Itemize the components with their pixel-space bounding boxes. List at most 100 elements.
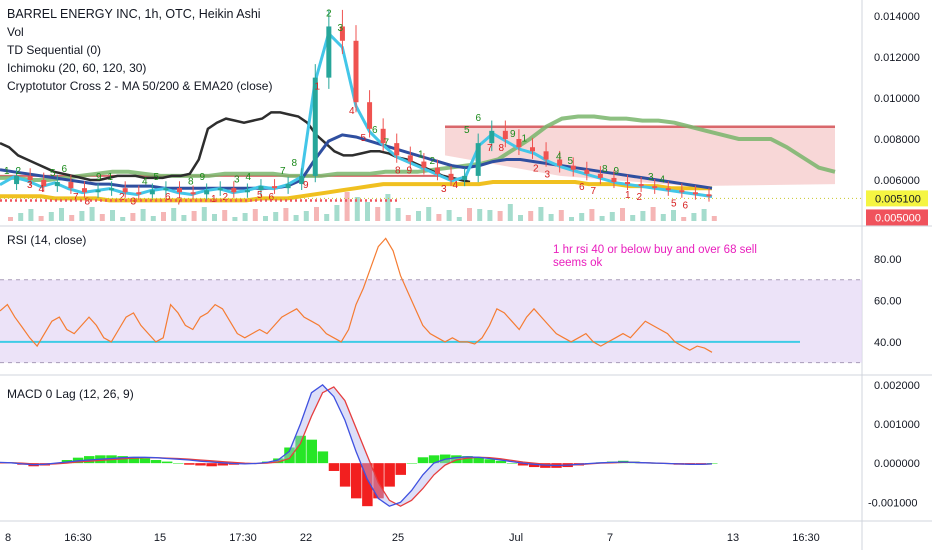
rsi-annotation-line-1: 1 hr rsi 40 or below buy and over 68 sel… [553,244,757,256]
td-sell-count: 1 [625,190,631,201]
macd-hist-positive [484,459,495,464]
td-sell-count: 4 [349,106,355,117]
td-buy-count: 1 [522,133,528,144]
td-buy-count: 7 [280,166,286,177]
time-axis-tick: 13 [727,532,739,544]
td-buy-count: 6 [372,125,378,136]
macd-hist-positive [462,456,473,464]
candle-body [448,173,454,180]
candle-body [149,190,155,195]
macd-hist-positive [117,456,128,464]
macd-hist-positive [317,451,329,464]
td-buy-count: 4 [556,152,562,163]
macd-hist-negative [328,463,340,471]
ichimoku-lagging-line [0,114,836,182]
td-sell-count: 2 [223,192,229,203]
volume-bar [497,211,503,221]
td-sell-count: 3 [27,180,33,191]
volume-bar [201,207,207,221]
td-sell-count: 5 [257,190,263,201]
candle-body [204,190,210,195]
candle-body [543,151,549,160]
level-label: 0.005000 [875,212,921,224]
macd-hist-negative [184,463,195,465]
td-sell-count: 6 [683,200,689,211]
candle-body [326,26,332,78]
macd-hist-positive [284,447,295,464]
candle-body [54,182,60,187]
macd-hist-positive [273,458,284,464]
candle-body [367,102,373,129]
volume-bar [548,214,554,221]
td-buy-count: 2 [430,156,436,167]
candle-body [557,159,563,166]
macd-hist-negative [373,463,384,499]
candle-body [475,143,481,176]
volume-bar [283,208,289,221]
candle-body [570,165,576,170]
td-sell-count: 6 [579,182,585,193]
volume-bar [436,214,442,221]
candle-body [177,188,182,193]
volume-bar [171,208,177,221]
indicator-legend-ichimoku[interactable]: Ichimoku (20, 60, 120, 30) [7,61,147,75]
macd-hist-negative [195,463,206,466]
candle-body [394,143,400,156]
candle-body [299,175,305,185]
volume-bar [181,215,187,221]
volume-bar [69,215,75,221]
macd-hist-positive [139,458,151,464]
macd-hist-positive [150,460,162,464]
macd-legend[interactable]: MACD 0 Lag (12, 26, 9) [7,387,134,401]
td-sell-count: 6 [165,192,171,203]
td-sell-count: 6 [269,192,275,203]
volume-bar [263,216,268,221]
td-buy-count: 2 [326,8,332,19]
td-buy-count: 5 [50,168,56,179]
td-buy-count: 8 [188,176,194,187]
td-sell-count: 4 [453,180,459,191]
macd-hist-positive [173,463,184,464]
volume-bar [558,210,564,221]
volume-bar [660,214,666,221]
macd-hist-negative [517,463,529,466]
macd-hist-positive [161,461,173,464]
td-buy-count: 4 [660,174,666,185]
candle-body [285,184,291,189]
macd-line [0,384,713,507]
rsi-axis-tick: 40.00 [874,337,902,349]
ma50-line [0,133,713,190]
volume-bar [18,213,24,221]
macd-hist-positive [506,463,518,464]
candle-body [27,175,33,180]
volume-bar [467,208,472,221]
candle-body [706,194,712,197]
volume-bar [507,204,513,221]
candle-body [122,188,128,193]
time-axis-tick: 25 [392,532,404,544]
candle-body [380,128,386,144]
rsi-legend[interactable]: RSI (14, close) [7,233,87,247]
price-axis-tick: 0.006000 [874,175,920,187]
volume-bar [38,216,44,221]
volume-bar [354,197,360,221]
volume-bar [110,210,115,221]
td-buy-count: 9 [96,172,102,183]
td-sell-count: 7 [487,143,493,154]
indicator-legend-ma-cross[interactable]: Cryptotutor Cross 2 - MA 50/200 & EMA20 … [7,79,273,93]
candle-body [434,167,440,174]
volume-bar [620,208,625,221]
volume-bar [140,209,146,221]
indicator-legend-td-sequential[interactable]: TD Sequential (0) [7,43,102,57]
rsi-band [0,279,862,363]
candle-body [692,192,698,195]
macd-hist-positive [707,463,718,464]
volume-bar [528,211,534,221]
indicator-legend-vol[interactable]: Vol [7,25,24,39]
macd-hist-positive [473,457,484,464]
volume-bar [711,216,717,221]
td-sell-count: 7 [73,192,79,203]
volume-bar [252,209,258,221]
